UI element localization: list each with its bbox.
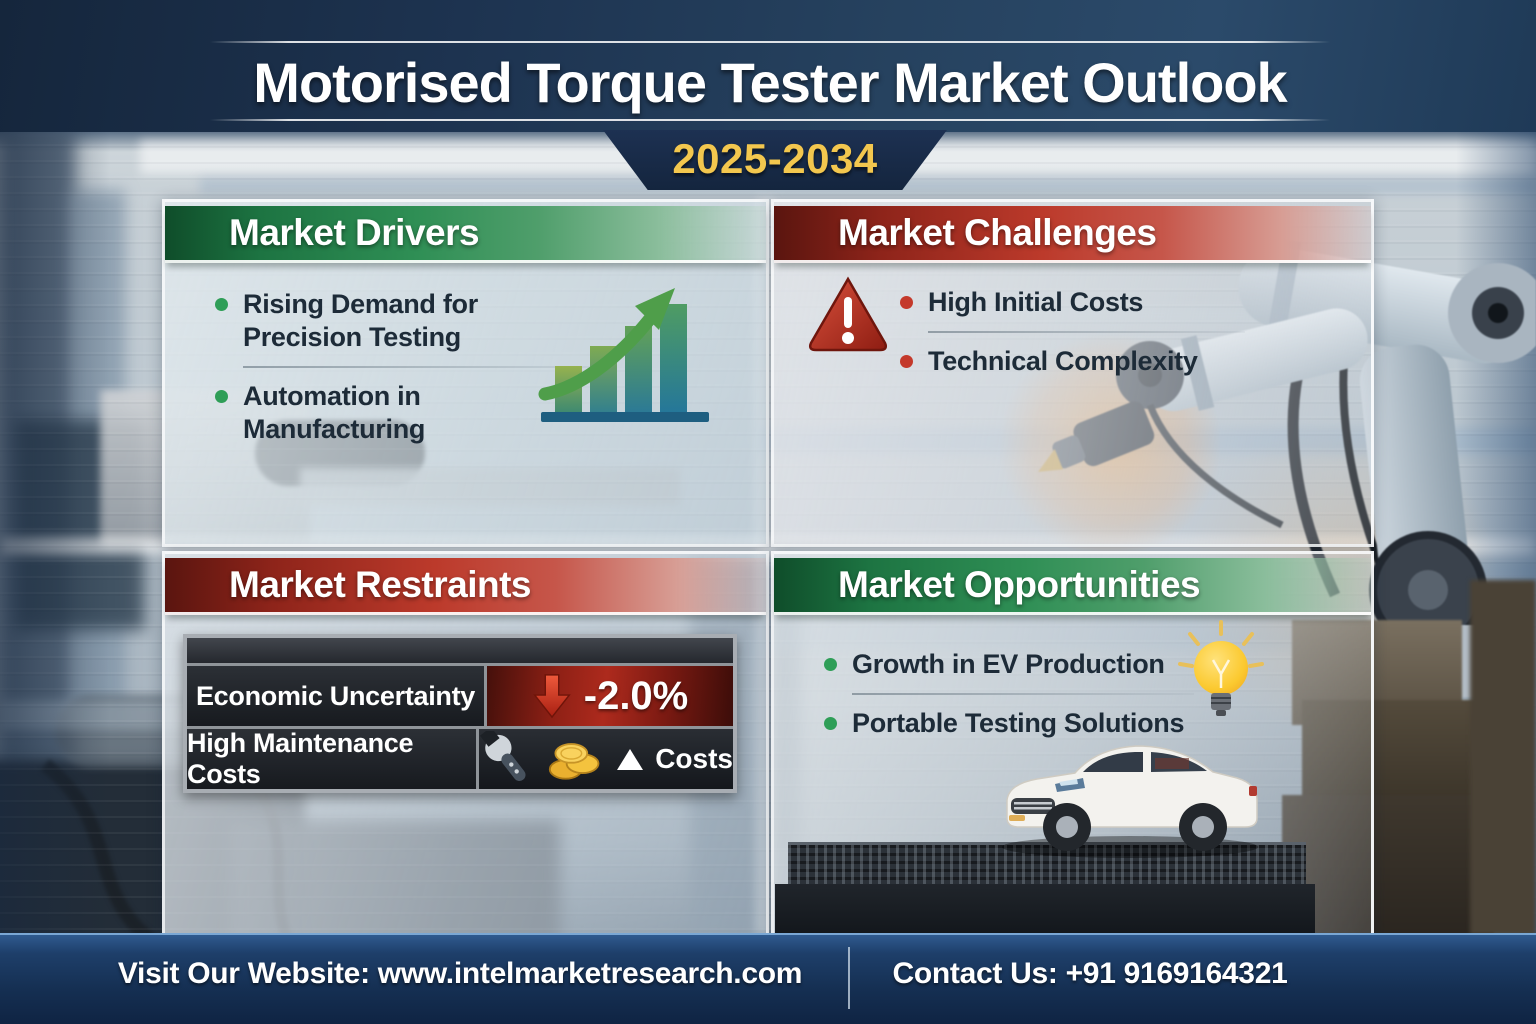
growth-chart-icon [538,288,709,422]
warning-triangle-icon [808,276,888,352]
list-item-label: Growth in EV Production [852,649,1165,679]
header-rule-bottom [210,119,1330,121]
lightbulb-icon [1178,620,1264,716]
table-cell-value: Costs [476,729,733,789]
period-badge: 2025-2034 [603,130,947,190]
footer-contact: Contact Us: +91 9169164321 [892,957,1288,990]
header-rule-top [210,41,1330,43]
opportunities-banner: Market Opportunities [774,558,1371,615]
opportunities-title: Market Opportunities [838,564,1201,605]
panel-market-restraints: Market Restraints Economic Uncertainty -… [162,551,769,939]
coins-icon [549,743,600,780]
costs-label: Costs [655,743,733,774]
list-item-label: High Initial Costs [928,287,1144,317]
page-title: Motorised Torque Tester Market Outlook [253,51,1287,114]
platform-frame [775,884,1315,934]
footer-divider [848,947,850,1009]
panel-market-challenges: Market Challenges High Initial Costs Tec… [771,199,1374,547]
table-row: High Maintenance Costs [187,726,733,789]
header-band: Motorised Torque Tester Market Outlook [0,0,1536,132]
drivers-banner: Market Drivers [165,206,766,263]
restraints-title: Market Restraints [229,564,532,605]
list-item-label: Portable Testing Solutions [852,707,1185,738]
challenges-title: Market Challenges [838,212,1157,253]
list-divider [243,365,597,368]
opportunities-list: Growth in EV Production Portable Testing… [824,648,1194,740]
up-triangle-icon [617,748,644,770]
decline-value: -2.0% [583,673,689,718]
list-item: Portable Testing Solutions [824,707,1194,740]
challenges-banner: Market Challenges [774,206,1371,263]
list-item: Automation in Manufacturing [215,380,597,446]
footer-website: Visit Our Website: www.intelmarketresear… [117,957,803,990]
list-item-label: Technical Complexity [928,345,1198,376]
list-item: Growth in EV Production [824,648,1194,681]
wrench-icon [480,731,526,781]
challenges-list: High Initial Costs Technical Complexity [900,286,1245,378]
restraints-table: Economic Uncertainty -2.0% High Maintena… [183,634,737,793]
list-divider [928,330,1245,333]
list-item-label: Rising Demand for Precision Testing [243,289,478,352]
table-cell-value: -2.0% [484,666,733,726]
bullet-dot [900,354,913,368]
footer-bar: Visit Our Website: www.intelmarketresear… [0,933,1536,1024]
list-item: Rising Demand for Precision Testing [215,288,597,354]
panel-market-drivers: Market Drivers Rising Demand for Precisi… [162,199,769,547]
table-cell-label: High Maintenance Costs [187,728,477,789]
list-divider [852,692,1194,695]
bullet-dot [824,658,837,671]
list-item: Technical Complexity [900,345,1245,378]
list-item-label: Automation in Manufacturing [243,380,426,444]
bullet-dot [900,296,913,309]
table-row: Economic Uncertainty -2.0% [187,666,733,726]
down-arrow-icon [532,674,571,719]
bullet-dot [215,298,228,311]
table-cell-label: Economic Uncertainty [187,666,484,726]
restraints-banner: Market Restraints [165,558,766,615]
list-item: High Initial Costs [900,286,1245,319]
bullet-dot [824,716,837,730]
drivers-title: Market Drivers [229,212,480,253]
platform-illustration [788,842,1306,887]
restraints-table-header [187,638,733,666]
drivers-list: Rising Demand for Precision Testing Auto… [215,288,597,446]
car-illustration [1002,745,1258,858]
period-label: 2025-2034 [672,135,878,182]
bullet-dot [215,389,228,403]
